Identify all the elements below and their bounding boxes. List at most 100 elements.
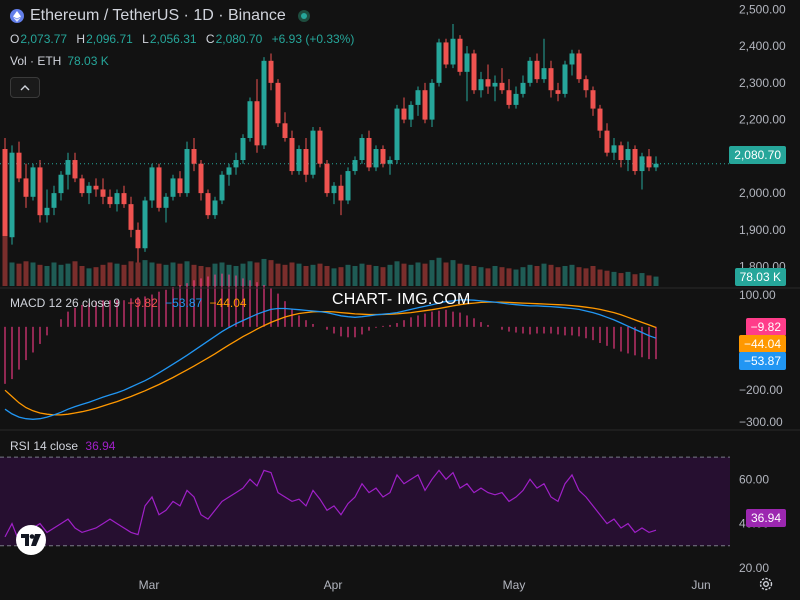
volume-bar (639, 273, 645, 286)
candle-body (170, 178, 176, 197)
volume-bar (611, 271, 617, 286)
volume-bar (177, 263, 183, 286)
volume-bar (107, 262, 113, 286)
candle-body (289, 137, 295, 172)
volume-bar (520, 267, 526, 286)
candle-body (240, 137, 246, 161)
candle-body (352, 160, 358, 172)
low-value: 2,056.31 (149, 32, 197, 46)
candle-body (492, 82, 498, 87)
volume-bar (16, 263, 22, 286)
candle-body (261, 60, 267, 146)
rsi-value: 36.94 (85, 439, 116, 453)
candle-body (198, 163, 204, 194)
candle-body (233, 160, 239, 168)
candle-body (499, 82, 505, 91)
candle-body (583, 79, 589, 91)
price-axis-label: 2,400.00 (739, 39, 786, 53)
volume-bar (506, 268, 512, 286)
candle-body (569, 53, 575, 65)
candle-body (471, 53, 477, 91)
candle-body (317, 130, 323, 164)
high-value: 2,096.71 (86, 32, 133, 46)
candle-body (450, 38, 456, 65)
candle-body (436, 42, 442, 83)
volume-bar (380, 267, 386, 286)
volume-bar (401, 263, 407, 286)
time-axis-label: Mar (139, 578, 160, 592)
candle-body (394, 108, 400, 161)
macd-legend: MACD 12 26 close 9 −9.82 −53.87 −44.04 (10, 296, 247, 310)
candle-body (156, 167, 162, 208)
volume-bar (576, 267, 582, 286)
volume-bar (590, 266, 596, 286)
candle-body (58, 174, 64, 194)
candle-body (44, 207, 50, 216)
candle-body (464, 53, 470, 72)
candle-body (478, 79, 484, 91)
chart-header: Ethereum / TetherUS · 1D · Binance (10, 7, 310, 25)
price-pane (0, 24, 730, 267)
volume-bar (79, 266, 85, 286)
candle-body (534, 60, 540, 80)
candle-body (121, 193, 127, 205)
candle-body (303, 149, 309, 175)
volume-bar (492, 266, 498, 286)
candle-body (212, 200, 218, 216)
candle-body (128, 204, 134, 230)
candle-body (16, 152, 22, 179)
volume-bar (422, 263, 428, 286)
volume-bar (198, 266, 204, 286)
tradingview-logo[interactable] (16, 525, 46, 555)
volume-bar (429, 260, 435, 286)
volume-bar (415, 262, 421, 286)
candle-body (520, 82, 526, 94)
price-axis-label: 2,000.00 (739, 186, 786, 200)
volume-bar (548, 264, 554, 286)
volume-bar (338, 267, 344, 286)
volume-bar (163, 264, 169, 286)
candle-body (338, 185, 344, 201)
candle-body (331, 185, 337, 194)
candle-body (653, 163, 659, 168)
open-value: 2,073.77 (20, 32, 68, 46)
volume-bar (478, 267, 484, 286)
macd-axis-label: 100.00 (739, 288, 776, 302)
time-axis-label: May (503, 578, 526, 592)
macd-line-badge: −53.87 (738, 352, 786, 370)
candle-body (555, 90, 561, 94)
volume-bar (359, 263, 365, 286)
volume-readout: Vol · ETH 78.03 K (10, 54, 109, 68)
price-badge: 2,080.70 (729, 146, 786, 164)
macd-signal-line (4, 301, 657, 416)
volume-bar (555, 267, 561, 286)
candle-body (275, 82, 281, 124)
volume-bar (149, 262, 155, 286)
candle-body (282, 123, 288, 138)
rsi-badge: 36.94 (745, 509, 786, 527)
volume-bar (37, 264, 43, 286)
macd-axis-label: −300.00 (739, 415, 783, 429)
volume-bar (317, 263, 323, 286)
candle-body (163, 196, 169, 208)
collapse-legend-button[interactable] (10, 77, 40, 98)
rsi-title: RSI 14 close (10, 439, 79, 453)
candle-body (268, 60, 274, 83)
volume-bar (51, 262, 57, 286)
volume-bar (352, 266, 358, 286)
volume-bar (583, 268, 589, 286)
volume-bar (289, 262, 295, 286)
candle-body (296, 149, 302, 172)
tradingview-logo-icon (21, 534, 41, 546)
volume-bar (387, 264, 393, 286)
settings-gear-icon[interactable] (758, 576, 774, 592)
candle-body (86, 185, 92, 194)
candle-body (51, 193, 57, 208)
candle-body (219, 174, 225, 201)
volume-bar (72, 261, 78, 286)
volume-bar (324, 266, 330, 286)
volume-bar (303, 266, 309, 286)
low-label: L (142, 32, 149, 46)
candle-body (23, 178, 29, 197)
ethereum-icon (10, 9, 24, 23)
